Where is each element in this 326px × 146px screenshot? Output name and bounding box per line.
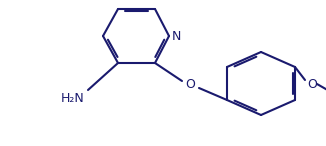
Text: H₂N: H₂N — [61, 92, 85, 105]
Text: O: O — [307, 78, 317, 91]
Text: O: O — [185, 79, 195, 92]
Text: N: N — [172, 29, 181, 42]
